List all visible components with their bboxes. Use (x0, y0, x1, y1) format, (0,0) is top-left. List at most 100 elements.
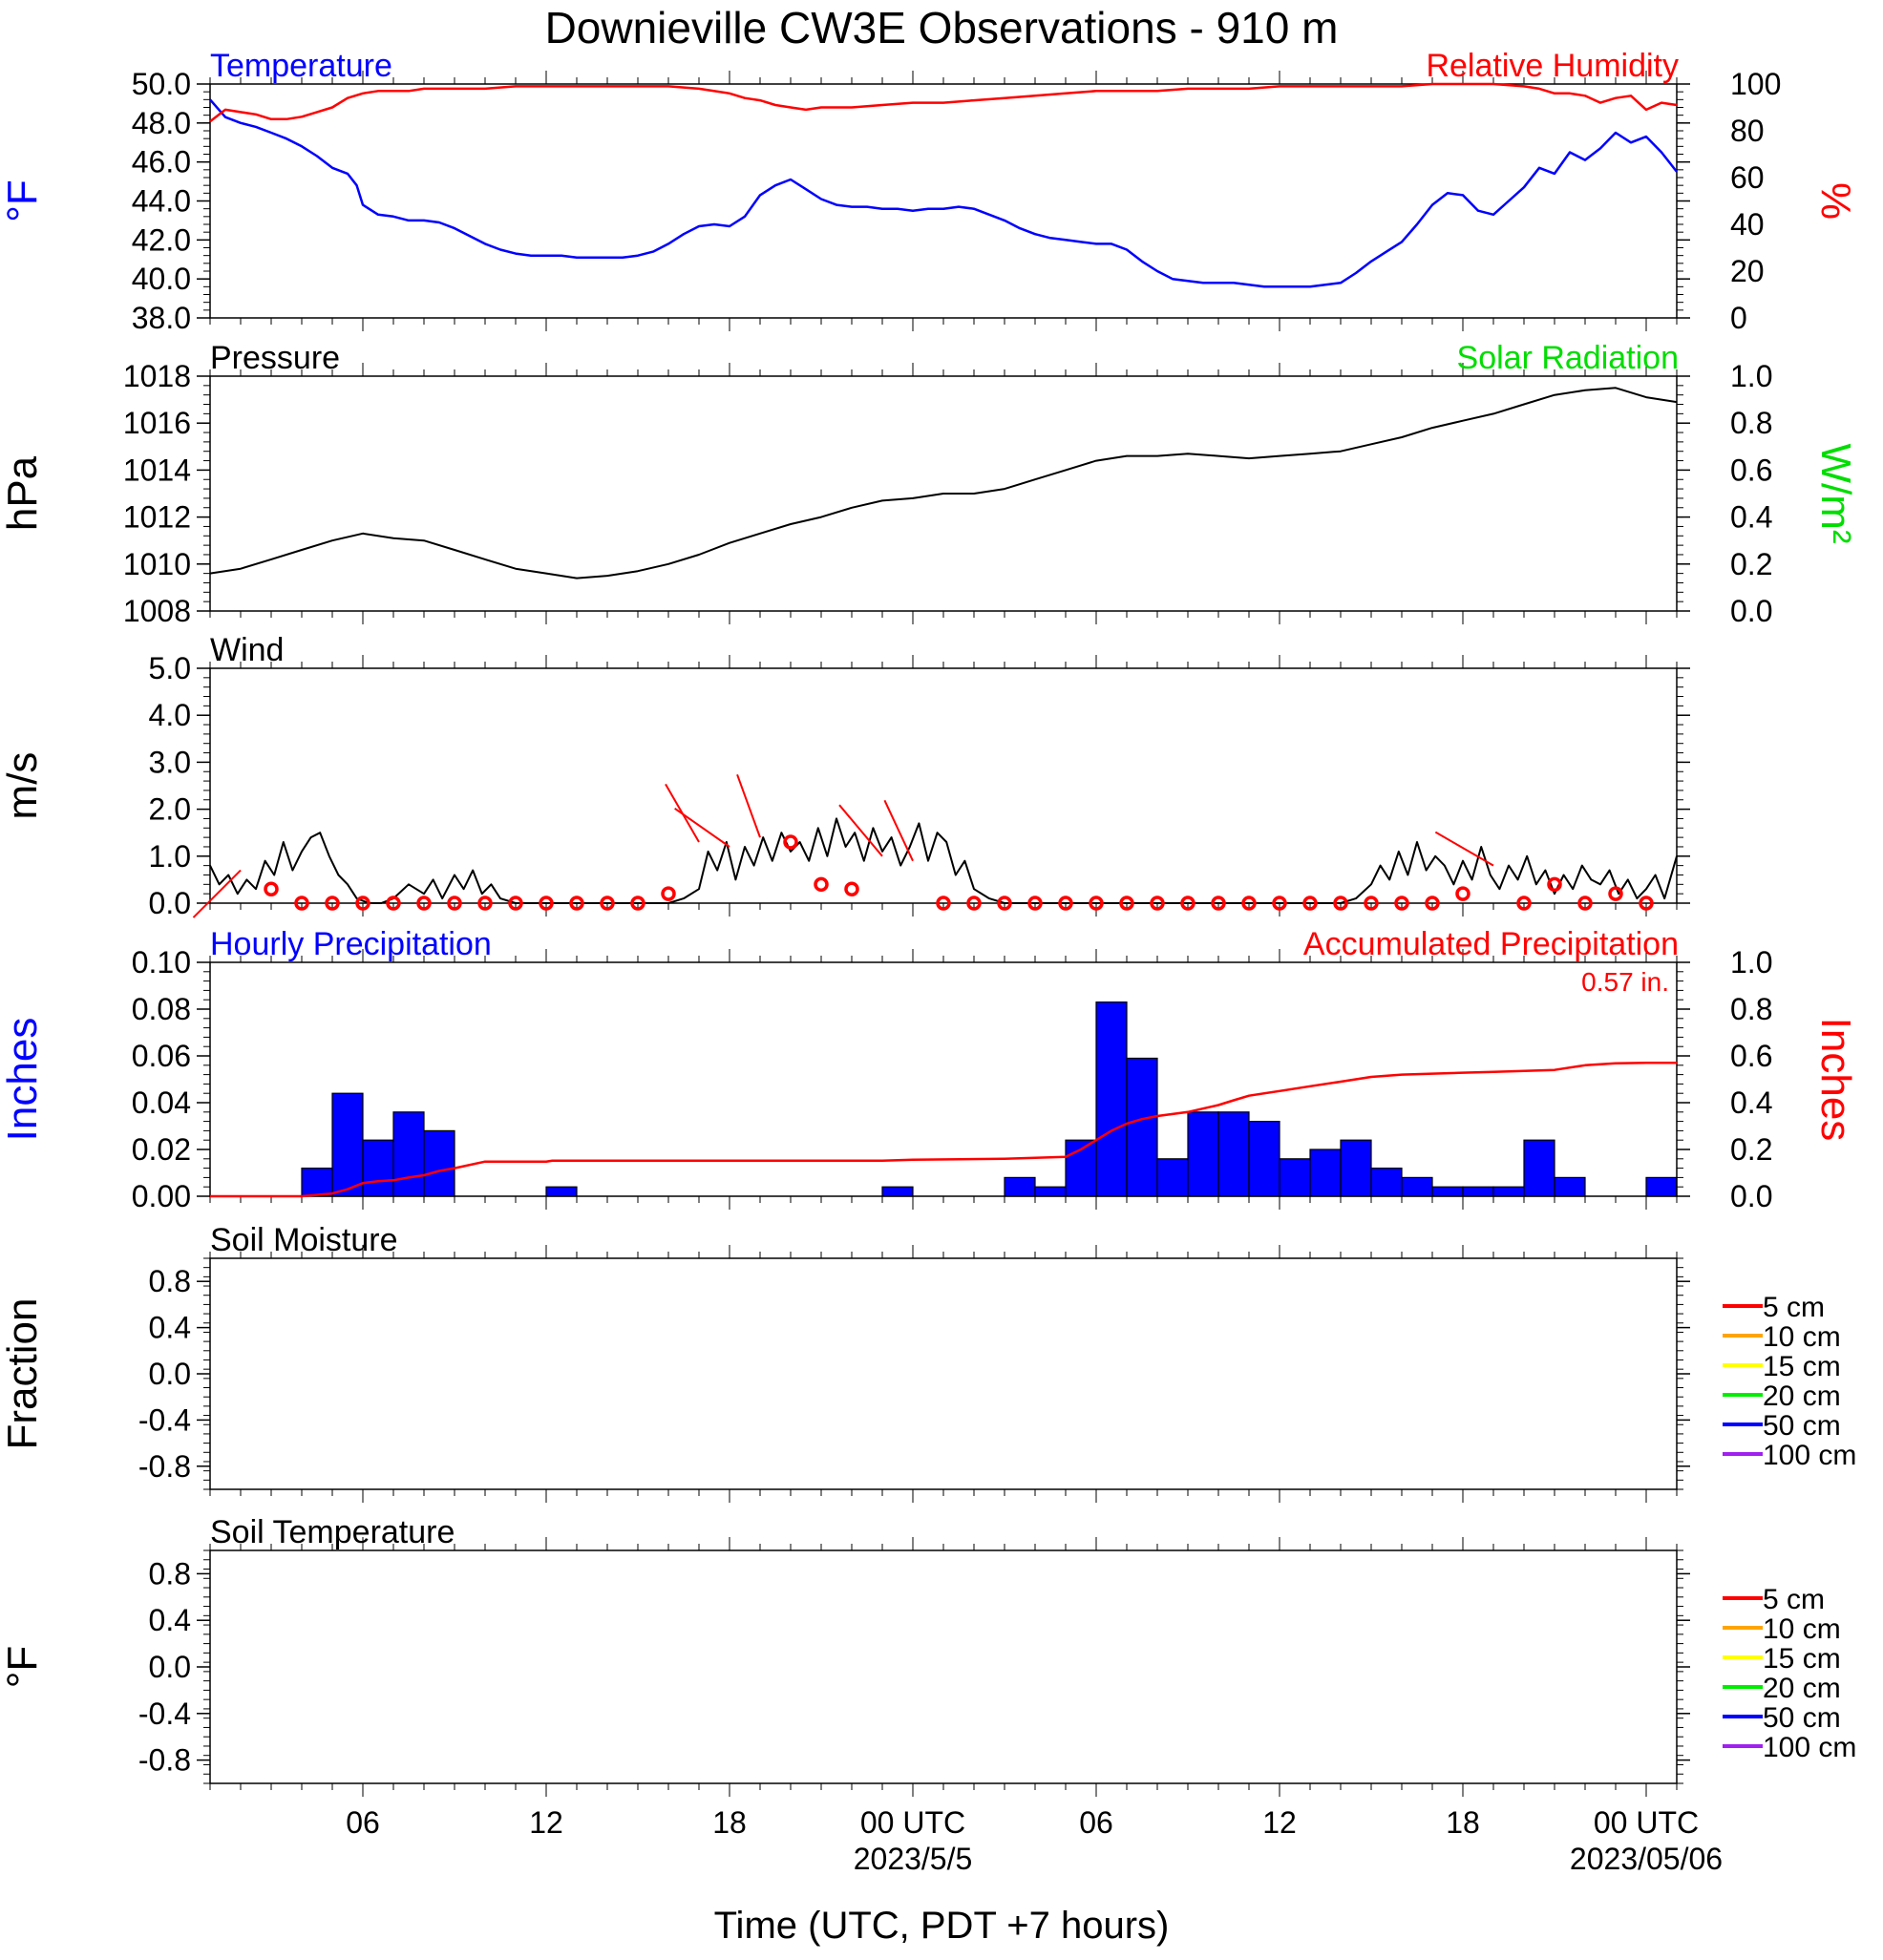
accumulated-total: 0.57 in. (1581, 967, 1669, 997)
y-axis-label: hPa (0, 455, 46, 531)
wind-calm-marker (1272, 896, 1287, 911)
precip-bar (392, 1111, 425, 1197)
wind-calm-marker (997, 896, 1012, 911)
wind-barb (1434, 831, 1494, 867)
precip-bar (881, 1186, 914, 1197)
y-tick-label: 0.4 (149, 1603, 191, 1637)
y-tick-label: 0.08 (132, 992, 191, 1026)
y-tick-label: -0.4 (138, 1697, 191, 1731)
wind-calm-marker (630, 896, 645, 911)
precip-bar (1279, 1158, 1311, 1197)
wind-calm-marker (1089, 896, 1104, 911)
precip-bar (1309, 1149, 1342, 1197)
wind-calm-marker (1639, 896, 1654, 911)
wind-calm-marker (1333, 896, 1348, 911)
precip-bar (1095, 1001, 1128, 1197)
x-axis-label: Time (UTC, PDT +7 hours) (714, 1905, 1170, 1947)
y2-tick-label: 0 (1730, 301, 1747, 335)
wind-calm-marker (294, 896, 309, 911)
precip-bar (1248, 1120, 1280, 1197)
x-tick-label: 00 UTC (860, 1805, 965, 1840)
y-tick-label: 0.10 (132, 945, 191, 980)
panel-left-title: Soil Temperature (210, 1514, 455, 1550)
wind-barbs (192, 773, 1654, 918)
series-line-pressure-0 (209, 387, 1678, 580)
wind-calm-marker (1516, 896, 1532, 911)
wind-calm-marker (661, 886, 676, 901)
wind-calm-marker (569, 896, 584, 911)
x-tick-label: 06 (1079, 1805, 1113, 1840)
x-tick-label: 18 (712, 1805, 747, 1840)
legend-label: 20 cm (1763, 1380, 1841, 1412)
precip-bars (301, 1001, 1678, 1197)
wind-calm-marker (1180, 896, 1195, 911)
precip-bar (1126, 1057, 1158, 1197)
y2-tick-label: 0.2 (1730, 547, 1772, 581)
wind-calm-marker (1211, 896, 1226, 911)
wind-calm-marker (264, 881, 279, 896)
y-axis-label: Inches (0, 1018, 46, 1142)
wind-calm-marker (1364, 896, 1379, 911)
y2-tick-label: 0.6 (1730, 453, 1772, 487)
wind-calm-marker (1425, 896, 1440, 911)
panel-precip: 0.00 0.02 0.04 0.06 0.08 0.10 0.0 0.2 0.4 0.6 0.8 1… (0, 926, 1859, 1213)
y-axis-label: °F (0, 1646, 46, 1688)
y2-tick-label: 0.4 (1730, 500, 1772, 535)
y-tick-label: 1.0 (149, 839, 191, 874)
precip-bar (1645, 1176, 1678, 1197)
series-line-temp_rh-1 (209, 82, 1678, 123)
wind-calm-marker (1150, 896, 1165, 911)
panel-temp_rh: 38.0 40.0 42.044.0 46.0 48.0 50.0 0 20 40 60 80 100… (0, 48, 1859, 335)
panel-left-title: Pressure (210, 340, 340, 376)
y-tick-label: 1012 (123, 500, 191, 535)
y-tick-label: 0.0 (149, 886, 191, 920)
wind-barb (736, 773, 761, 838)
y-tick-label: -0.8 (138, 1743, 191, 1778)
wind-barb (192, 869, 242, 918)
wind-calm-marker (1119, 896, 1134, 911)
y-tick-label: 3.0 (149, 745, 191, 779)
precip-bar (1492, 1186, 1525, 1197)
legend-label: 20 cm (1763, 1673, 1841, 1704)
series-line-temp_rh-0 (209, 98, 1678, 288)
y2-tick-label: 1.0 (1730, 945, 1772, 980)
wind-calm-marker (325, 896, 340, 911)
panel-left-title: Temperature (210, 48, 392, 84)
precip-bar (1156, 1158, 1189, 1197)
panel-left-title: Hourly Precipitation (210, 926, 492, 962)
legend-label: 50 cm (1763, 1702, 1841, 1734)
y-tick-label: 0.8 (149, 1264, 191, 1298)
y-tick-label: 40.0 (132, 262, 191, 296)
y2-tick-label: 60 (1730, 160, 1765, 195)
wind-calm-marker (1027, 896, 1043, 911)
y2-tick-label: 40 (1730, 207, 1765, 242)
y-tick-label: 0.00 (132, 1179, 191, 1213)
y2-tick-label: 80 (1730, 114, 1765, 148)
legend-label: 100 cm (1763, 1732, 1856, 1763)
precip-bar (1523, 1139, 1555, 1197)
wind-calm-marker (386, 896, 401, 911)
panel-frame (209, 1257, 1678, 1490)
legend-label: 50 cm (1763, 1410, 1841, 1442)
x-date-label: 2023/5/5 (854, 1842, 973, 1876)
legend-label: 15 cm (1763, 1351, 1841, 1382)
y-tick-label: 0.06 (132, 1039, 191, 1073)
precip-bar (545, 1186, 578, 1197)
y-tick-label: 2.0 (149, 792, 191, 827)
wind-calm-marker (844, 881, 859, 896)
y-tick-label: 1014 (123, 453, 191, 487)
x-tick-label: 12 (529, 1805, 563, 1840)
precip-bar (1431, 1186, 1464, 1197)
y-tick-label: 44.0 (132, 184, 191, 219)
wind-calm-marker (416, 896, 432, 911)
precip-bar (1401, 1176, 1433, 1197)
wind-calm-marker (966, 896, 982, 911)
y-tick-label: 1018 (123, 359, 191, 393)
panel-right-title: Solar Radiation (1457, 340, 1679, 376)
y-tick-label: 0.8 (149, 1556, 191, 1591)
series-line-wind-0 (209, 817, 1678, 904)
y-tick-label: 1010 (123, 547, 191, 581)
y2-tick-label: 0.6 (1730, 1039, 1772, 1073)
panel-frame (209, 83, 1678, 319)
